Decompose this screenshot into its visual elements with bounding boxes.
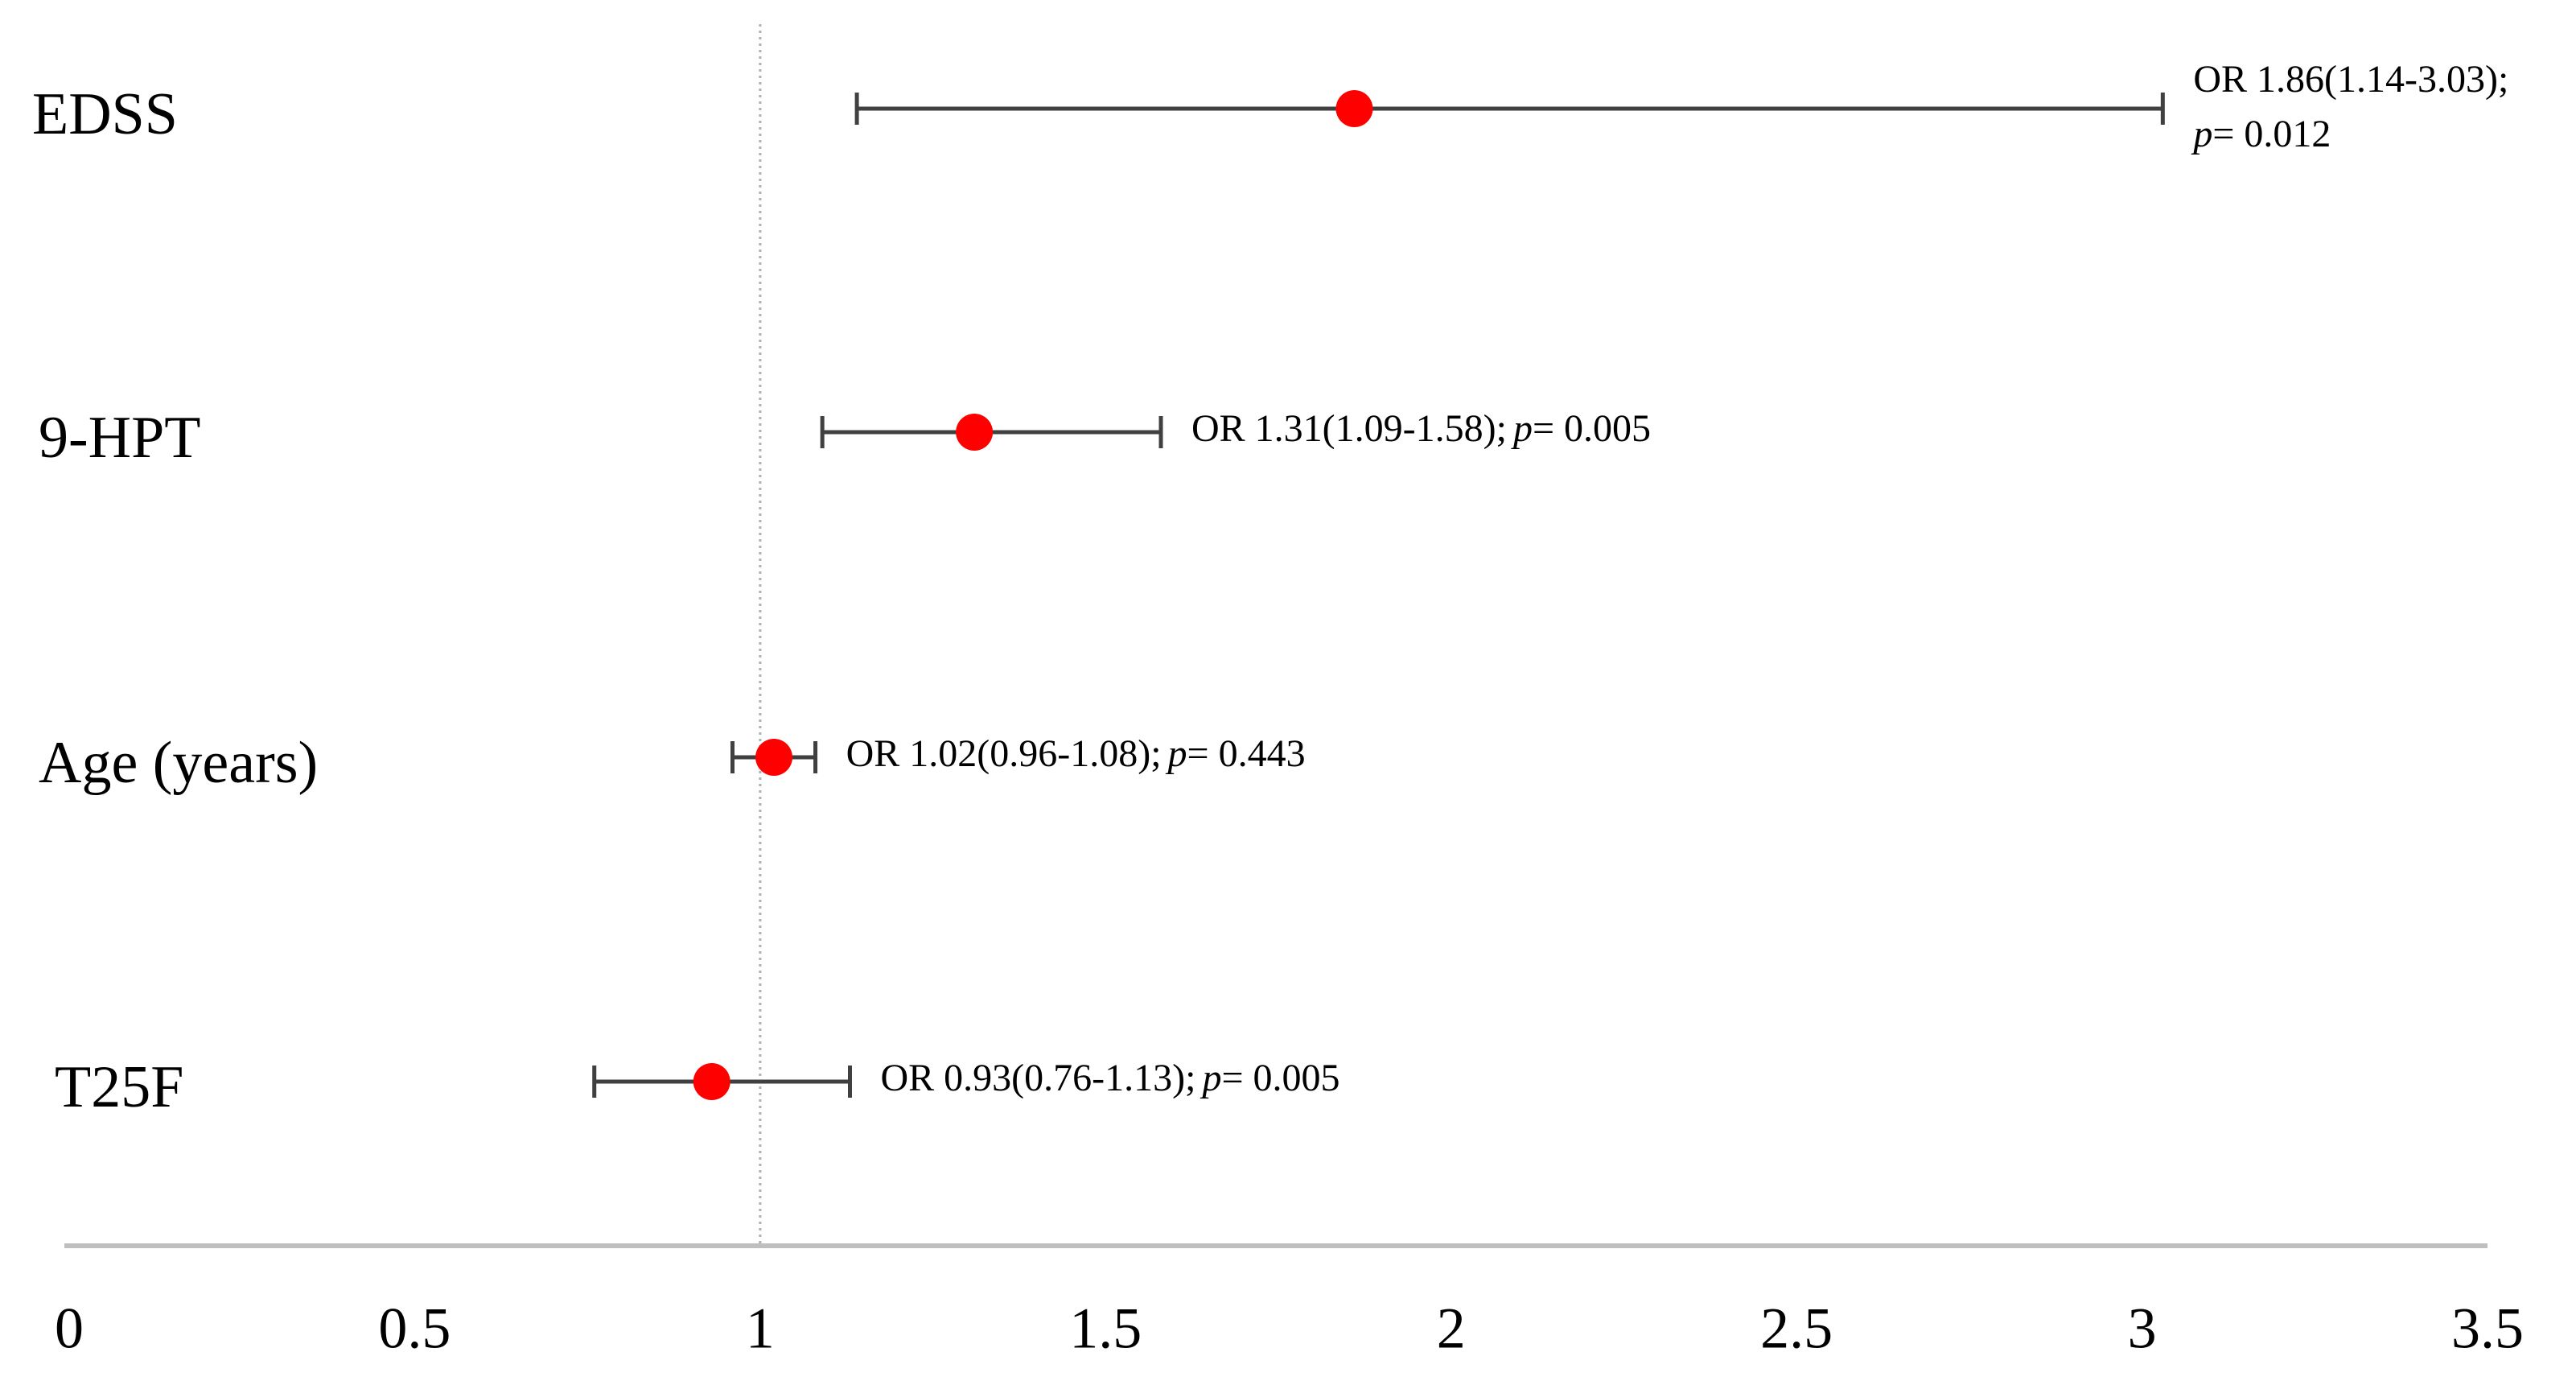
x-tick-label: 3 (2128, 1296, 2157, 1361)
category-label: EDSS (32, 81, 178, 147)
point-estimate (1335, 90, 1373, 127)
value-label-text: OR 1.86(1.14-3.03); (2193, 58, 2508, 101)
p-label: p (1511, 407, 1533, 450)
p-value: = 0.005 (1533, 407, 1651, 450)
category-label: 9-HPT (39, 405, 200, 471)
x-tick-label: 2.5 (1760, 1296, 1833, 1361)
value-label-text: OR 0.93(0.76-1.13); (881, 1057, 1196, 1099)
value-label-text: OR 1.02(0.96-1.08); (846, 732, 1162, 775)
p-label: p (1166, 732, 1187, 775)
value-label-text: OR 1.31(1.09-1.58); (1191, 407, 1507, 450)
x-tick-label: 0 (55, 1296, 84, 1361)
value-label: OR 1.02(0.96-1.08); p= 0.443 (846, 732, 1306, 775)
p-label: p (2191, 113, 2212, 155)
x-tick-label: 0.5 (378, 1296, 451, 1361)
p-value: = 0.012 (2212, 113, 2331, 155)
point-estimate (755, 739, 793, 776)
x-tick-label: 1 (746, 1296, 775, 1361)
value-label: OR 1.31(1.09-1.58); p= 0.005 (1191, 407, 1651, 450)
p-value: = 0.005 (1221, 1057, 1339, 1099)
x-tick-label: 3.5 (2451, 1296, 2524, 1361)
value-label: OR 0.93(0.76-1.13); p= 0.005 (881, 1057, 1340, 1099)
category-label: Age (years) (39, 730, 318, 796)
p-label: p (1200, 1057, 1221, 1099)
point-estimate (956, 414, 994, 451)
x-tick-label: 1.5 (1069, 1296, 1142, 1361)
value-label: OR 1.86(1.14-3.03); p= 0.012 (2191, 58, 2508, 155)
category-label: T25F (55, 1054, 183, 1120)
x-tick-label: 2 (1437, 1296, 1466, 1361)
point-estimate (693, 1063, 730, 1100)
p-value: = 0.443 (1187, 732, 1306, 775)
